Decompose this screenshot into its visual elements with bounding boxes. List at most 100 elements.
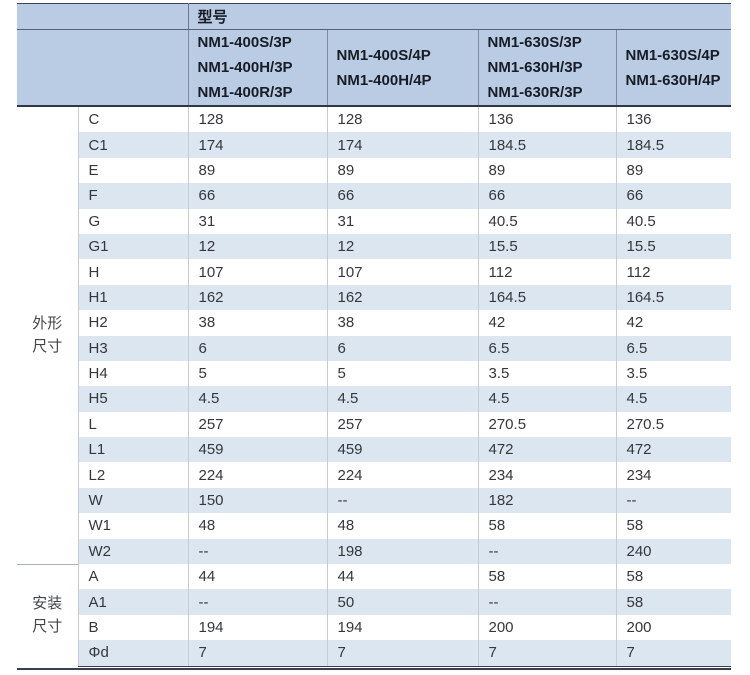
value-cell: 6 xyxy=(326,335,478,361)
value-cell: 184.5 xyxy=(615,132,732,158)
value-cell: 38 xyxy=(187,310,327,336)
param-name-cell: L1 xyxy=(77,437,188,463)
param-name-cell: H2 xyxy=(77,310,188,336)
param-name-cell: F xyxy=(77,183,188,209)
value-cell: 128 xyxy=(326,106,478,133)
table-row: L1 459 459 472 472 xyxy=(17,437,732,463)
param-name-cell: C xyxy=(77,106,188,133)
value-cell: 194 xyxy=(326,614,478,641)
value-cell: 162 xyxy=(187,284,327,311)
table-row: H3 6 6 6.5 6.5 xyxy=(17,335,732,361)
value-cell: 89 xyxy=(326,157,478,184)
table-row: H4 5 5 3.5 3.5 xyxy=(17,360,732,387)
group-label-line: 尺寸 xyxy=(32,618,63,636)
param-name-cell: Φd xyxy=(77,640,188,667)
model-column-header-2: NM1-400S/4P NM1-400H/4P xyxy=(326,29,478,107)
value-cell: 58 xyxy=(615,564,732,590)
value-cell: 58 xyxy=(477,513,616,539)
param-name-cell: H xyxy=(77,259,188,285)
value-cell: 200 xyxy=(615,614,732,641)
value-cell: -- xyxy=(615,487,732,514)
value-cell: 234 xyxy=(615,462,732,488)
table-bottom-double-rule xyxy=(17,668,731,670)
value-cell: 5 xyxy=(326,360,478,387)
table-row: G1 12 12 15.5 15.5 xyxy=(17,233,732,260)
value-cell: 58 xyxy=(477,564,616,590)
value-cell: 3.5 xyxy=(615,360,732,387)
value-cell: 15.5 xyxy=(477,233,616,260)
table-row: F 66 66 66 66 xyxy=(17,183,732,209)
value-cell: 257 xyxy=(326,411,478,438)
value-cell: 89 xyxy=(477,157,616,184)
table-row: Φd 7 7 7 7 xyxy=(17,640,732,667)
param-name-cell: H1 xyxy=(77,284,188,311)
model-name: NM1-630S/4P xyxy=(625,46,720,64)
value-cell: 7 xyxy=(187,640,327,667)
value-cell: 136 xyxy=(615,106,732,133)
header-corner-cell xyxy=(17,3,188,30)
spec-table-body: 外形 尺寸 C 128 128 136 136 C1 174 174 184.5 184.5 E 89 89… xyxy=(17,106,732,667)
param-name-cell: G1 xyxy=(77,233,188,260)
table-row: W 150 -- 182 -- xyxy=(17,487,732,514)
value-cell: 6.5 xyxy=(615,335,732,361)
param-name-cell: H3 xyxy=(77,335,188,361)
param-name-cell: L2 xyxy=(77,462,188,488)
value-cell: 42 xyxy=(615,310,732,336)
value-cell: 12 xyxy=(326,233,478,260)
value-cell: 459 xyxy=(187,437,327,463)
value-cell: 150 xyxy=(187,487,327,514)
value-cell: 4.5 xyxy=(477,386,616,412)
value-cell: -- xyxy=(326,487,478,514)
table-row: 安装 尺寸 A 44 44 58 58 xyxy=(17,563,732,667)
model-name: NM1-400H/3P xyxy=(197,59,293,76)
value-cell: 38 xyxy=(326,310,478,336)
value-cell: 200 xyxy=(477,614,616,641)
value-cell: 472 xyxy=(477,437,616,463)
table-row: A1 -- 50 -- 58 xyxy=(17,589,732,615)
value-cell: 270.5 xyxy=(477,411,616,438)
value-cell: 4.5 xyxy=(326,386,478,412)
table-row: E 89 89 89 89 xyxy=(17,157,732,184)
value-cell: -- xyxy=(477,589,616,615)
param-name-cell: W2 xyxy=(77,538,188,565)
value-cell: 162 xyxy=(326,284,478,311)
value-cell: 15.5 xyxy=(615,233,732,260)
model-title-row: 型号 xyxy=(17,3,732,30)
value-cell: 7 xyxy=(326,640,478,667)
value-cell: 136 xyxy=(477,106,616,133)
value-cell: 50 xyxy=(326,589,478,615)
value-cell: 174 xyxy=(326,132,478,158)
param-name-cell: G xyxy=(77,208,188,234)
value-cell: 7 xyxy=(477,640,616,667)
param-name-cell: A xyxy=(77,564,188,590)
value-cell: 164.5 xyxy=(615,284,732,311)
value-cell: 182 xyxy=(477,487,616,514)
table-row: H 107 107 112 112 xyxy=(17,259,732,285)
value-cell: 112 xyxy=(477,259,616,285)
value-cell: 128 xyxy=(187,106,327,133)
value-cell: 240 xyxy=(615,538,732,565)
param-name-cell: L xyxy=(77,411,188,438)
value-cell: 174 xyxy=(187,132,327,158)
value-cell: 4.5 xyxy=(187,386,327,412)
value-cell: 12 xyxy=(187,233,327,260)
value-cell: 31 xyxy=(187,208,327,234)
value-cell: 48 xyxy=(187,513,327,539)
param-name-cell: W xyxy=(77,487,188,514)
header-corner-cell-2 xyxy=(17,29,188,107)
value-cell: 6.5 xyxy=(477,335,616,361)
model-names-row: NM1-400S/3P NM1-400H/3P NM1-400R/3P NM1-… xyxy=(17,29,732,107)
value-cell: 40.5 xyxy=(477,208,616,234)
value-cell: 66 xyxy=(326,183,478,209)
value-cell: 6 xyxy=(187,335,327,361)
table-row: L2 224 224 234 234 xyxy=(17,462,732,488)
value-cell: 58 xyxy=(615,589,732,615)
table-row: L 257 257 270.5 270.5 xyxy=(17,411,732,438)
value-cell: 89 xyxy=(187,157,327,184)
dimension-spec-table: 型号 NM1-400S/3P NM1-400H/3P NM1-400R/3P N… xyxy=(17,3,732,667)
value-cell: 270.5 xyxy=(615,411,732,438)
value-cell: 5 xyxy=(187,360,327,387)
value-cell: 184.5 xyxy=(477,132,616,158)
value-cell: 44 xyxy=(326,564,478,590)
group-label-line: 外形 xyxy=(32,315,63,333)
